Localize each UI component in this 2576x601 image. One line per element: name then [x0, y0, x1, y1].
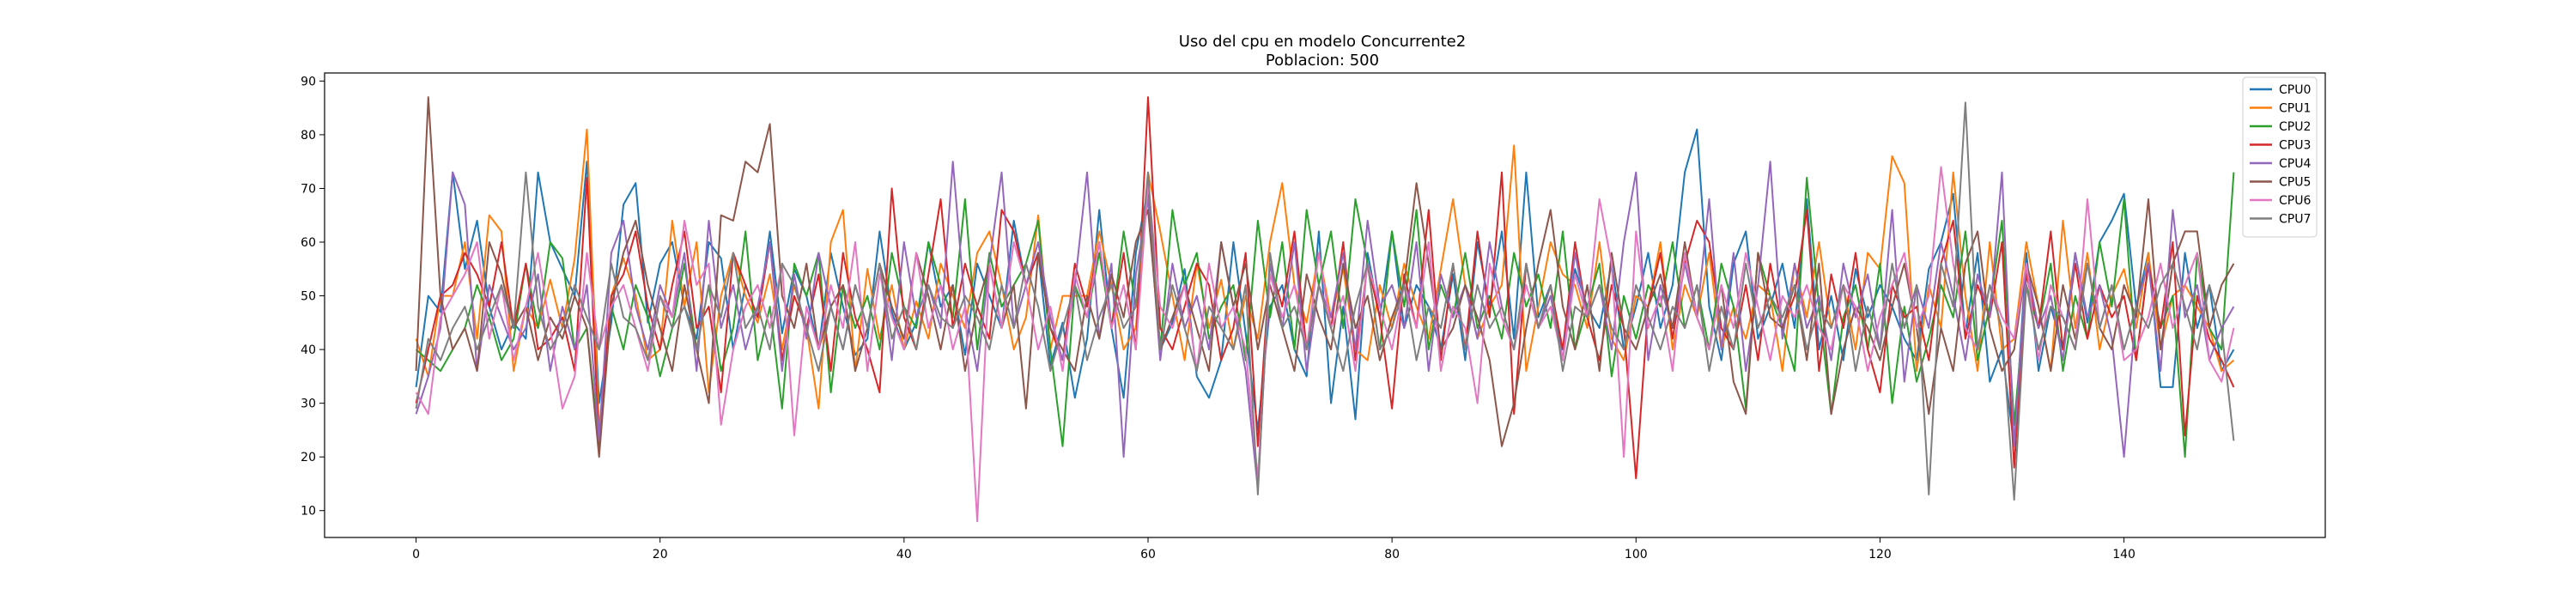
- plot-frame: [324, 72, 2326, 538]
- y-tick-label: 30: [301, 398, 316, 411]
- y-tick-label: 70: [301, 182, 316, 196]
- y-tick-label: 40: [301, 343, 316, 357]
- x-tick-label: 20: [653, 548, 668, 562]
- x-axis: 0 20 40 60 80 100 120 140: [412, 537, 2136, 562]
- legend-label-cpu4: CPU4: [2279, 157, 2311, 171]
- series-line-cpu6: [415, 166, 2235, 523]
- legend-label-cpu3: CPU3: [2279, 139, 2311, 153]
- x-tick-label: 100: [1625, 548, 1648, 562]
- legend-label-cpu6: CPU6: [2279, 194, 2311, 208]
- series-line-cpu5: [415, 96, 2235, 458]
- y-tick-label: 60: [301, 236, 316, 250]
- y-tick-label: 80: [301, 129, 316, 143]
- legend-label-cpu1: CPU1: [2279, 102, 2311, 116]
- y-axis: 10 20 30 40 50 60 70 80 90: [301, 75, 325, 519]
- legend-label-cpu7: CPU7: [2279, 213, 2311, 227]
- x-tick-label: 80: [1384, 548, 1400, 562]
- legend-label-cpu5: CPU5: [2279, 176, 2311, 190]
- y-tick-label: 10: [301, 505, 316, 519]
- y-tick-label: 20: [301, 451, 316, 464]
- series-line-cpu2: [415, 172, 2235, 458]
- series-line-cpu7: [415, 101, 2235, 501]
- x-tick-label: 40: [896, 548, 912, 562]
- legend-label-cpu2: CPU2: [2279, 120, 2311, 134]
- legend-label-cpu0: CPU0: [2279, 83, 2311, 97]
- x-tick-label: 140: [2112, 548, 2136, 562]
- series-layer: [415, 96, 2235, 523]
- y-tick-label: 90: [301, 75, 316, 88]
- chart-title: Uso del cpu en modelo Concurrente2: [1179, 33, 1466, 51]
- x-tick-label: 60: [1140, 548, 1156, 562]
- legend-box: [2242, 76, 2318, 238]
- chart-subtitle: Poblacion: 500: [1266, 52, 1379, 70]
- y-tick-label: 50: [301, 290, 316, 304]
- legend: CPU0 CPU1 CPU2 CPU3 CPU4 CPU5 CPU6 CPU7: [2242, 76, 2318, 238]
- x-tick-label: 0: [412, 548, 420, 562]
- x-tick-label: 120: [1868, 548, 1892, 562]
